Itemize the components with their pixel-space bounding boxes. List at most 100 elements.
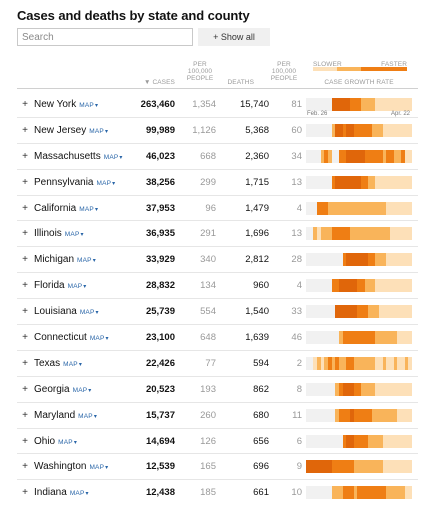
cases-per-100k-value: 648 [200,332,216,344]
growth-day-cell [371,123,376,137]
state-name[interactable]: Indiana MAP▾ [34,487,89,498]
state-name[interactable]: Ohio MAP▾ [34,436,77,447]
expand-icon[interactable]: + [22,99,28,110]
growth-day-cell [309,201,314,215]
growth-day-cell [375,460,380,474]
map-link[interactable]: MAP [64,231,80,239]
table-row[interactable]: + Massachusetts MAP▾ 46,023 668 2,360 34 [17,144,418,170]
growth-day-cell [375,408,380,422]
expand-icon[interactable]: + [22,254,28,266]
table-row[interactable]: + Florida MAP▾ 28,832 134 960 4 [17,273,418,300]
table-row[interactable]: + Illinois MAP▾ 36,935 291 1,696 13 [17,221,418,248]
expand-icon[interactable]: + [22,332,28,344]
expand-icon[interactable]: + [22,306,28,318]
growth-day-cell [360,305,365,319]
growth-day-cell [379,279,383,293]
state-name[interactable]: Georgia MAP▾ [34,384,91,395]
caret-down-icon: ▾ [92,258,96,265]
table-row[interactable]: + Texas MAP▾ 22,426 77 594 2 [17,351,418,377]
growth-day-cell [368,201,372,215]
growth-day-cell [404,201,409,215]
map-link[interactable]: MAP [89,464,105,472]
growth-day-cell [382,486,387,500]
state-name[interactable]: New Jersey MAP▾ [34,125,108,136]
map-link[interactable]: MAP [79,205,94,213]
map-link[interactable]: MAP [63,360,78,368]
map-link[interactable]: MAP [78,412,93,420]
map-link[interactable]: MAP [67,283,83,291]
expand-icon[interactable]: + [22,202,28,214]
map-link[interactable]: MAP [72,386,88,394]
expand-icon[interactable]: + [22,409,28,421]
growth-day-cell [335,408,339,422]
map-link[interactable]: MAP [69,490,85,498]
table-row[interactable]: + Michigan MAP▾ 33,929 340 2,812 28 [17,247,418,274]
expand-icon[interactable]: + [22,228,28,240]
state-name[interactable]: Michigan MAP▾ [34,254,96,265]
deaths-per-100k-value: 4 [296,280,302,292]
growth-day-cell [404,331,409,345]
state-name[interactable]: Louisiana MAP▾ [34,306,99,317]
map-link[interactable]: MAP [77,257,92,265]
state-name[interactable]: Florida MAP▾ [34,280,86,291]
map-link[interactable]: MAP [96,179,112,187]
table-row[interactable]: + California MAP▾ 37,953 96 1,479 4 [17,196,418,222]
table-row[interactable]: + Georgia MAP▾ 20,523 193 862 8 [17,377,418,403]
state-name[interactable]: Illinois MAP▾ [34,228,84,239]
state-name[interactable]: California MAP▾ [34,203,98,214]
expand-icon[interactable]: + [22,124,28,136]
table-row[interactable]: + Pennsylvania MAP▾ 38,256 299 1,715 13 [17,170,418,196]
growth-day-cell [393,149,398,163]
growth-day-cell [346,98,350,111]
table-row[interactable]: + Washington MAP▾ 12,539 165 696 9 [17,454,418,481]
expand-icon[interactable]: + [22,461,28,473]
expand-icon[interactable]: + [22,150,28,162]
growth-day-cell [309,149,314,163]
growth-day-cell [408,175,413,189]
map-link[interactable]: MAP [103,153,119,161]
expand-icon[interactable]: + [22,357,28,369]
growth-day-cell [357,434,361,448]
growth-day-cell [309,331,314,345]
deaths-per-100k-value: 13 [291,176,302,188]
expand-icon[interactable]: + [22,383,28,395]
show-all-button[interactable]: + Show all [198,28,270,46]
table-row[interactable]: + New Jersey MAP▾ 99,989 1,126 5,368 60 [17,118,418,144]
state-name[interactable]: New York MAP▾ [34,99,98,110]
caret-down-icon: ▾ [119,154,123,161]
state-name[interactable]: Connecticut MAP▾ [34,332,109,343]
table-row[interactable]: + Louisiana MAP▾ 25,739 554 1,540 33 [17,299,418,326]
cases-column-header[interactable]: ▼ CASES [144,79,175,86]
map-link[interactable]: MAP [79,309,95,317]
growth-day-cell [353,382,358,396]
deaths-value: 862 [253,383,269,395]
state-label: Texas [34,357,61,369]
state-name[interactable]: Washington MAP▾ [34,461,108,472]
expand-icon[interactable]: + [22,176,28,188]
table-row[interactable]: + New York MAP▾ 263,460 1,354 15,740 81 Feb. 26… [17,92,418,118]
deaths-per-100k-value: 2 [296,357,302,369]
growth-day-cell [324,227,328,241]
expand-icon[interactable]: + [22,435,28,447]
table-row[interactable]: + Indiana MAP▾ 12,438 185 661 10 [17,480,418,505]
map-link[interactable]: MAP [58,438,73,446]
state-name[interactable]: Pennsylvania MAP▾ [34,177,115,188]
state-name[interactable]: Maryland MAP▾ [34,410,97,421]
growth-day-cell [338,305,343,319]
state-name[interactable]: Massachusetts MAP▾ [34,151,122,162]
map-link[interactable]: MAP [89,127,104,135]
table-row[interactable]: + Ohio MAP▾ 14,694 126 656 6 [17,429,418,455]
table-row[interactable]: + Maryland MAP▾ 15,737 260 680 11 [17,403,418,429]
legend-fast-swatch [361,67,407,71]
expand-icon[interactable]: + [22,487,28,499]
expand-icon[interactable]: + [22,280,28,292]
state-name[interactable]: Texas MAP▾ [34,358,82,369]
table-row[interactable]: + Connecticut MAP▾ 23,100 648 1,639 46 [17,325,418,351]
growth-day-cell [335,201,339,215]
map-link[interactable]: MAP [79,102,94,109]
growth-day-cell [368,175,372,189]
growth-day-cell [353,486,358,500]
search-input[interactable] [17,28,193,46]
growth-day-cell [309,175,314,189]
map-link[interactable]: MAP [89,335,105,343]
